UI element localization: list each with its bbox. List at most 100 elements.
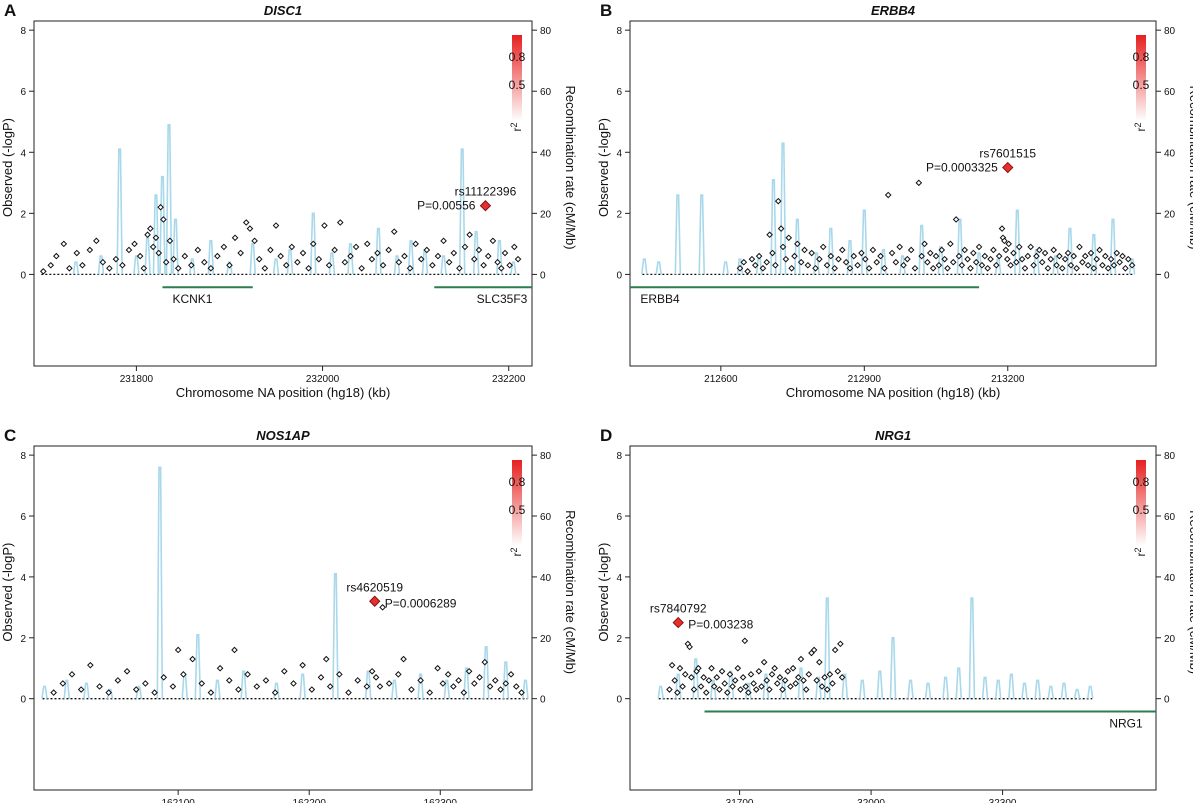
snp-point	[1070, 252, 1078, 260]
panel-title: NOS1AP	[256, 428, 310, 443]
snp-point	[932, 252, 940, 260]
snp-point	[345, 689, 352, 696]
gene-label: KCNK1	[172, 292, 212, 306]
snp-point	[668, 661, 676, 669]
snp-point	[791, 252, 798, 260]
snp-point	[309, 240, 317, 248]
y2-tick-label: 80	[540, 26, 552, 37]
recombination-spike	[657, 685, 664, 699]
snp-point	[854, 261, 861, 269]
snp-point	[484, 252, 492, 260]
plot-frame	[629, 20, 1157, 367]
snp-point	[736, 264, 744, 272]
y-tick-label: 0	[20, 270, 26, 281]
snp-point	[112, 255, 120, 263]
snp-point	[1096, 246, 1103, 254]
snp-point	[408, 686, 415, 693]
snp-point	[705, 677, 713, 684]
snp-point	[401, 252, 408, 260]
snp-point	[231, 234, 239, 242]
snp-point	[225, 677, 233, 684]
snp-point	[970, 249, 977, 257]
recombination-spike	[655, 261, 662, 275]
snp-point	[497, 686, 504, 693]
recombination-spike	[859, 679, 866, 699]
y-tick-label: 2	[616, 634, 622, 645]
snp-point	[716, 686, 723, 693]
snp-point	[123, 667, 131, 675]
y-tick-label: 0	[616, 270, 622, 281]
y2-tick-label: 40	[1164, 573, 1176, 584]
snp-point	[450, 249, 458, 257]
snp-point	[900, 261, 907, 269]
snp-point	[726, 671, 734, 678]
snp-point	[188, 261, 195, 269]
snp-point	[777, 225, 785, 232]
x-tick-label: 232000	[306, 374, 340, 385]
snp-point	[752, 686, 760, 693]
top-snp-point	[369, 595, 381, 607]
snp-point	[201, 258, 208, 266]
recombination-spike	[846, 240, 854, 275]
snp-point	[281, 667, 288, 675]
snp-point	[149, 243, 157, 251]
y2-tick-label: 0	[540, 695, 546, 706]
recombination-spike	[421, 249, 429, 275]
snp-point	[73, 249, 81, 257]
y-tick-label: 0	[616, 695, 622, 706]
snp-point	[363, 683, 371, 690]
snp-point	[838, 674, 846, 681]
y2-tick-label: 40	[540, 573, 552, 584]
r2-legend-bar	[1136, 35, 1146, 121]
r2-legend-title: r2	[1133, 122, 1148, 131]
panel-letter: C	[4, 426, 16, 445]
x-tick-label: 31700	[726, 798, 754, 803]
snp-point	[237, 249, 244, 257]
y-tick-label: 2	[20, 634, 26, 645]
top-snp-pvalue: P=0.003238	[688, 618, 753, 632]
snp-point	[390, 228, 398, 235]
snp-point	[816, 658, 823, 666]
snp-point	[708, 664, 715, 672]
snp-point	[800, 677, 807, 684]
snp-point	[1113, 249, 1121, 257]
snp-point	[904, 255, 911, 263]
snp-point	[77, 686, 85, 693]
recombination-spike	[41, 685, 48, 699]
recombination-spike	[240, 670, 247, 699]
snp-point	[261, 264, 269, 272]
recombination-spike	[1086, 685, 1094, 699]
snp-point	[1119, 252, 1126, 260]
snp-point	[834, 667, 842, 675]
snp-point	[444, 671, 452, 678]
snp-point	[151, 689, 158, 696]
y-tick-label: 8	[616, 451, 622, 462]
recombination-spike	[63, 679, 71, 699]
snp-point	[417, 255, 425, 263]
recombination-spike	[332, 573, 339, 699]
recombination-spike	[827, 227, 835, 275]
recombination-spike	[794, 218, 801, 275]
snp-point	[978, 261, 986, 269]
y-tick-label: 4	[20, 148, 26, 159]
snp-point	[981, 252, 989, 260]
snp-point	[358, 264, 365, 272]
snp-point	[751, 261, 759, 269]
snp-point	[846, 264, 854, 272]
snp-point	[842, 258, 850, 266]
snp-point	[93, 237, 100, 245]
snp-point	[181, 252, 189, 260]
recombination-spike	[463, 667, 470, 699]
r2-legend-superscript: 2	[509, 122, 519, 127]
top-snp-pvalue: P=0.0006289	[385, 596, 457, 610]
snp-point	[50, 689, 57, 696]
r2-legend-label: 0.5	[1133, 503, 1150, 517]
snp-point	[99, 258, 107, 266]
snp-point	[713, 674, 721, 681]
recombination-spike	[968, 597, 976, 699]
y2-axis-label: Recombination rate (cM/Mb)	[563, 510, 578, 674]
snp-point	[162, 258, 170, 266]
snp-point	[1099, 261, 1106, 269]
